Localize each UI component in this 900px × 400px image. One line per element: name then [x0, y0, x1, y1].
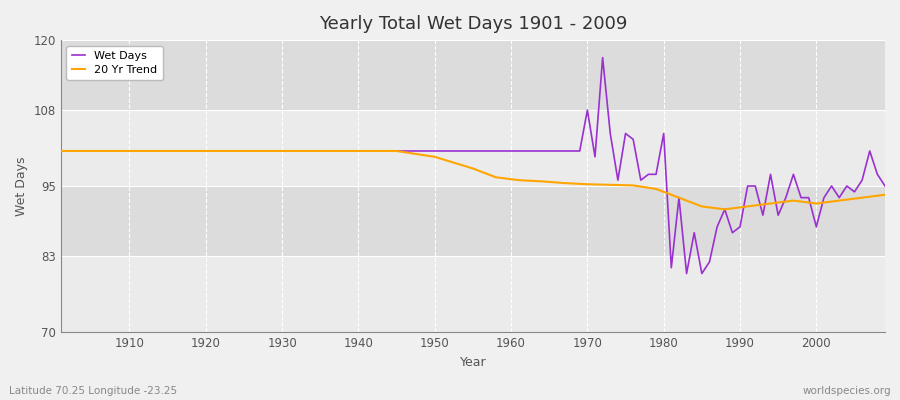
X-axis label: Year: Year	[460, 356, 486, 369]
20 Yr Trend	[276, 148, 287, 153]
20 Yr Trend	[467, 166, 478, 171]
20 Yr Trend	[765, 201, 776, 206]
20 Yr Trend	[559, 181, 570, 186]
20 Yr Trend	[857, 195, 868, 200]
Wet Days	[116, 148, 127, 153]
20 Yr Trend	[429, 154, 440, 159]
20 Yr Trend	[651, 186, 661, 191]
Wet Days	[506, 148, 517, 153]
20 Yr Trend	[86, 148, 96, 153]
Bar	[61, 110, 885, 186]
20 Yr Trend	[315, 148, 326, 153]
20 Yr Trend	[719, 207, 730, 212]
Y-axis label: Wet Days: Wet Days	[15, 156, 28, 216]
20 Yr Trend	[673, 195, 684, 200]
Wet Days	[879, 184, 890, 188]
20 Yr Trend	[353, 148, 364, 153]
20 Yr Trend	[697, 204, 707, 209]
Bar	[61, 256, 885, 332]
Wet Days	[284, 148, 295, 153]
20 Yr Trend	[56, 148, 67, 153]
20 Yr Trend	[513, 178, 524, 182]
20 Yr Trend	[238, 148, 249, 153]
20 Yr Trend	[833, 198, 844, 203]
20 Yr Trend	[536, 179, 547, 184]
20 Yr Trend	[124, 148, 135, 153]
Wet Days	[681, 271, 692, 276]
Title: Yearly Total Wet Days 1901 - 2009: Yearly Total Wet Days 1901 - 2009	[319, 15, 627, 33]
20 Yr Trend	[742, 204, 753, 209]
20 Yr Trend	[605, 182, 616, 187]
20 Yr Trend	[392, 148, 402, 153]
20 Yr Trend	[491, 175, 501, 180]
20 Yr Trend	[628, 183, 639, 188]
20 Yr Trend	[879, 192, 890, 197]
Wet Days	[330, 148, 341, 153]
Text: Latitude 70.25 Longitude -23.25: Latitude 70.25 Longitude -23.25	[9, 386, 177, 396]
Bar	[61, 40, 885, 110]
Bar	[61, 186, 885, 256]
Legend: Wet Days, 20 Yr Trend: Wet Days, 20 Yr Trend	[67, 46, 163, 80]
Wet Days	[598, 55, 608, 60]
20 Yr Trend	[201, 148, 212, 153]
Line: Wet Days: Wet Days	[61, 58, 885, 274]
Wet Days	[56, 148, 67, 153]
20 Yr Trend	[788, 198, 799, 203]
Wet Days	[605, 131, 616, 136]
20 Yr Trend	[582, 182, 593, 187]
Text: worldspecies.org: worldspecies.org	[803, 386, 891, 396]
20 Yr Trend	[811, 201, 822, 206]
Line: 20 Yr Trend: 20 Yr Trend	[61, 151, 885, 209]
20 Yr Trend	[162, 148, 173, 153]
Wet Days	[498, 148, 508, 153]
